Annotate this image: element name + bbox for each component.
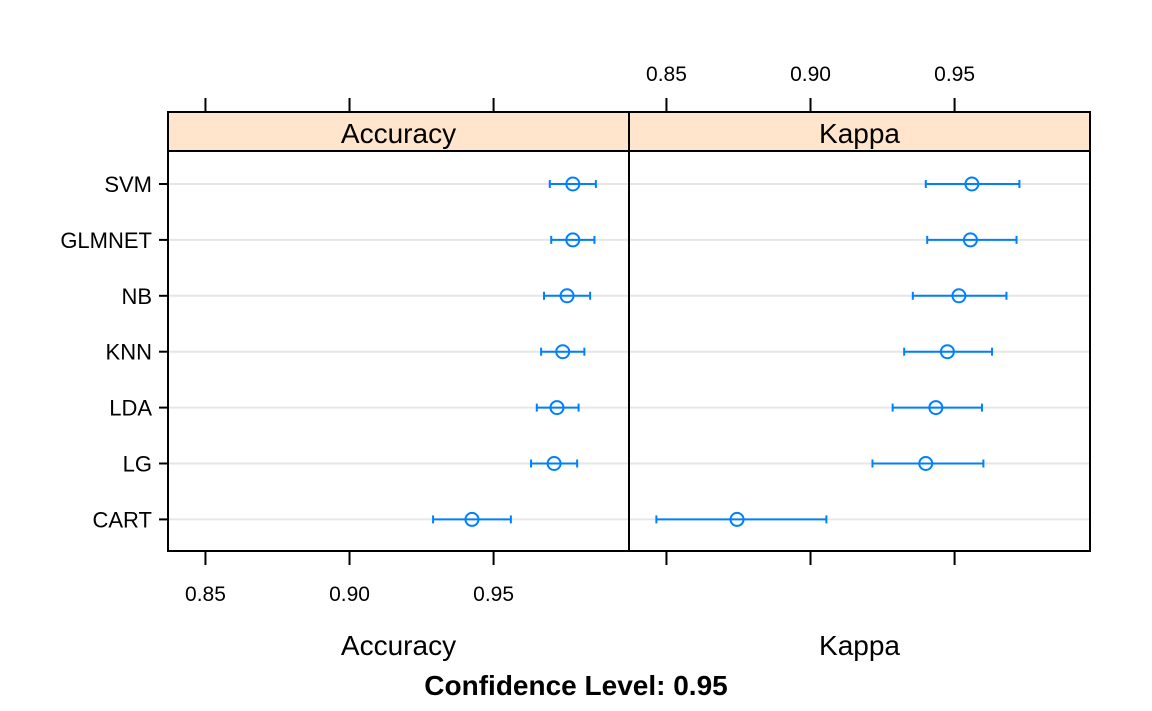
point-nb	[951, 288, 967, 304]
point-lg	[918, 456, 934, 471]
y-label-knn: KNN	[106, 340, 152, 365]
kappa-tick-label: 0.95	[934, 63, 975, 86]
strip-kappa	[629, 112, 1090, 151]
point-cart	[464, 511, 480, 527]
y-label-glmnet: GLMNET	[60, 228, 152, 253]
strip-label-kappa: Kappa	[819, 118, 900, 149]
y-label-lda: LDA	[109, 396, 152, 421]
kappa-tick-label: 0.90	[790, 63, 831, 86]
point-knn	[939, 344, 955, 360]
accuracy-tick-label: 0.90	[329, 583, 370, 606]
y-label-cart: CART	[93, 507, 153, 532]
point-glmnet	[962, 232, 978, 248]
y-axis-labels: SVM GLMNET NB KNN LDA LG CART	[60, 172, 152, 532]
point-lda	[549, 400, 565, 416]
kappa-x-tick-labels: 0.85 0.90 0.95	[646, 63, 975, 86]
x-axis-label-accuracy: Accuracy	[341, 630, 456, 661]
panel-frame	[167, 111, 630, 552]
panel-frame	[628, 111, 1091, 552]
point-cart	[729, 511, 745, 527]
accuracy-tick-label: 0.85	[185, 583, 226, 606]
y-label-svm: SVM	[104, 172, 152, 197]
chart-title: Confidence Level: 0.95	[424, 670, 727, 701]
point-svm	[565, 176, 581, 192]
accuracy-tick-label: 0.95	[473, 583, 514, 606]
y-label-lg: LG	[123, 452, 152, 477]
strip-accuracy	[168, 112, 629, 151]
point-lda	[928, 400, 944, 416]
point-glmnet	[565, 232, 581, 248]
point-lg	[546, 456, 562, 471]
point-svm	[964, 176, 980, 192]
point-knn	[555, 344, 571, 360]
accuracy-x-tick-labels: 0.85 0.90 0.95	[185, 583, 514, 606]
point-nb	[559, 288, 575, 304]
kappa-tick-label: 0.85	[646, 63, 687, 86]
strip-label-accuracy: Accuracy	[341, 118, 456, 149]
y-label-nb: NB	[121, 284, 152, 309]
x-axis-label-kappa: Kappa	[819, 630, 900, 661]
